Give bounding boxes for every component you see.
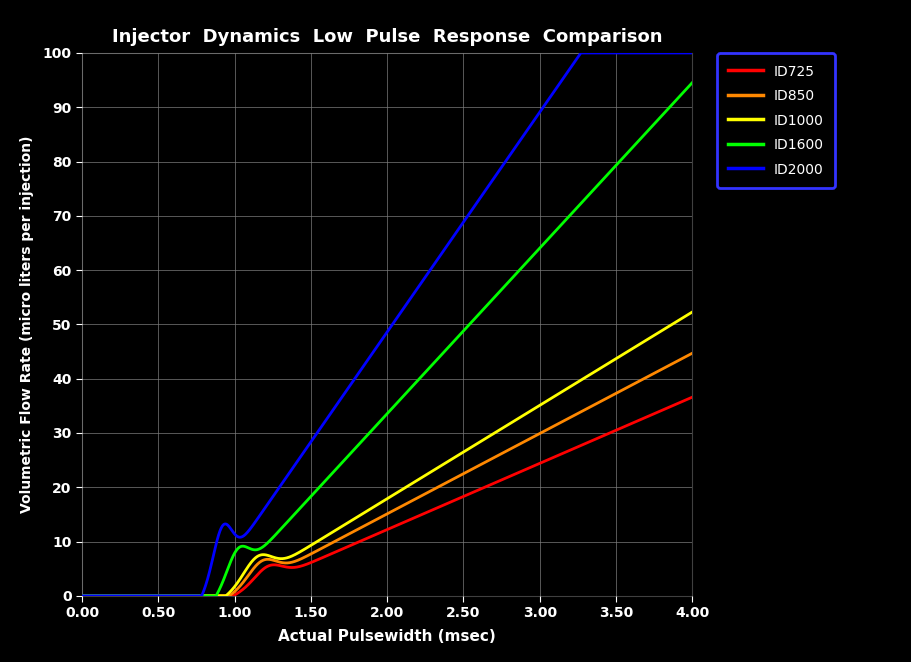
X-axis label: Actual Pulsewidth (msec): Actual Pulsewidth (msec) xyxy=(278,628,496,643)
Title: Injector  Dynamics  Low  Pulse  Response  Comparison: Injector Dynamics Low Pulse Response Com… xyxy=(112,28,662,46)
Legend: ID725, ID850, ID1000, ID1600, ID2000: ID725, ID850, ID1000, ID1600, ID2000 xyxy=(717,53,834,188)
Y-axis label: Volumetric Flow Rate (micro liters per injection): Volumetric Flow Rate (micro liters per i… xyxy=(20,136,35,513)
